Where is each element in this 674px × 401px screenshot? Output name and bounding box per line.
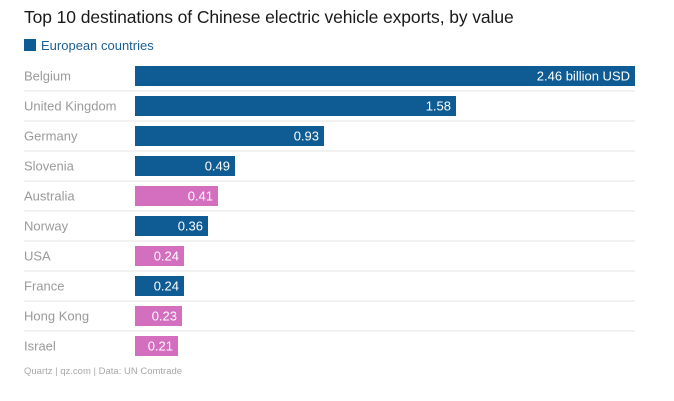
source-note: Quartz | qz.com | Data: UN Comtrade (24, 366, 183, 377)
value-label-germany: 0.93 (294, 129, 319, 144)
category-label-norway: Norway (24, 219, 69, 234)
chart-title: Top 10 destinations of Chinese electric … (24, 7, 514, 27)
bar-united-kingdom (135, 96, 456, 116)
category-label-usa: USA (24, 249, 51, 264)
category-label-germany: Germany (24, 129, 78, 144)
value-label-hong-kong: 0.23 (152, 309, 177, 324)
legend-swatch-european (24, 39, 36, 51)
bar-australia (135, 186, 218, 206)
bar-hong-kong (135, 306, 182, 326)
bar-norway (135, 216, 208, 236)
bar-slovenia (135, 156, 235, 176)
category-label-france: France (24, 279, 64, 294)
bar-usa (135, 246, 184, 266)
bar-france (135, 276, 184, 296)
category-label-slovenia: Slovenia (24, 159, 75, 174)
value-label-united-kingdom: 1.58 (426, 99, 451, 114)
value-label-norway: 0.36 (178, 219, 203, 234)
value-label-france: 0.24 (154, 279, 179, 294)
legend-label-european: European countries (41, 37, 154, 53)
value-label-australia: 0.41 (188, 189, 213, 204)
bar-germany (135, 126, 324, 146)
category-label-belgium: Belgium (24, 69, 71, 84)
category-label-hong-kong: Hong Kong (24, 309, 89, 324)
value-label-belgium: 2.46 billion USD (537, 69, 630, 84)
bar-belgium (135, 66, 635, 86)
legend: European countries (24, 36, 154, 54)
value-label-usa: 0.24 (154, 249, 179, 264)
category-label-united-kingdom: United Kingdom (24, 99, 117, 114)
value-label-slovenia: 0.49 (205, 159, 230, 174)
category-label-israel: Israel (24, 339, 56, 354)
category-label-australia: Australia (24, 189, 75, 204)
value-label-israel: 0.21 (148, 339, 173, 354)
bar-israel (135, 336, 178, 356)
